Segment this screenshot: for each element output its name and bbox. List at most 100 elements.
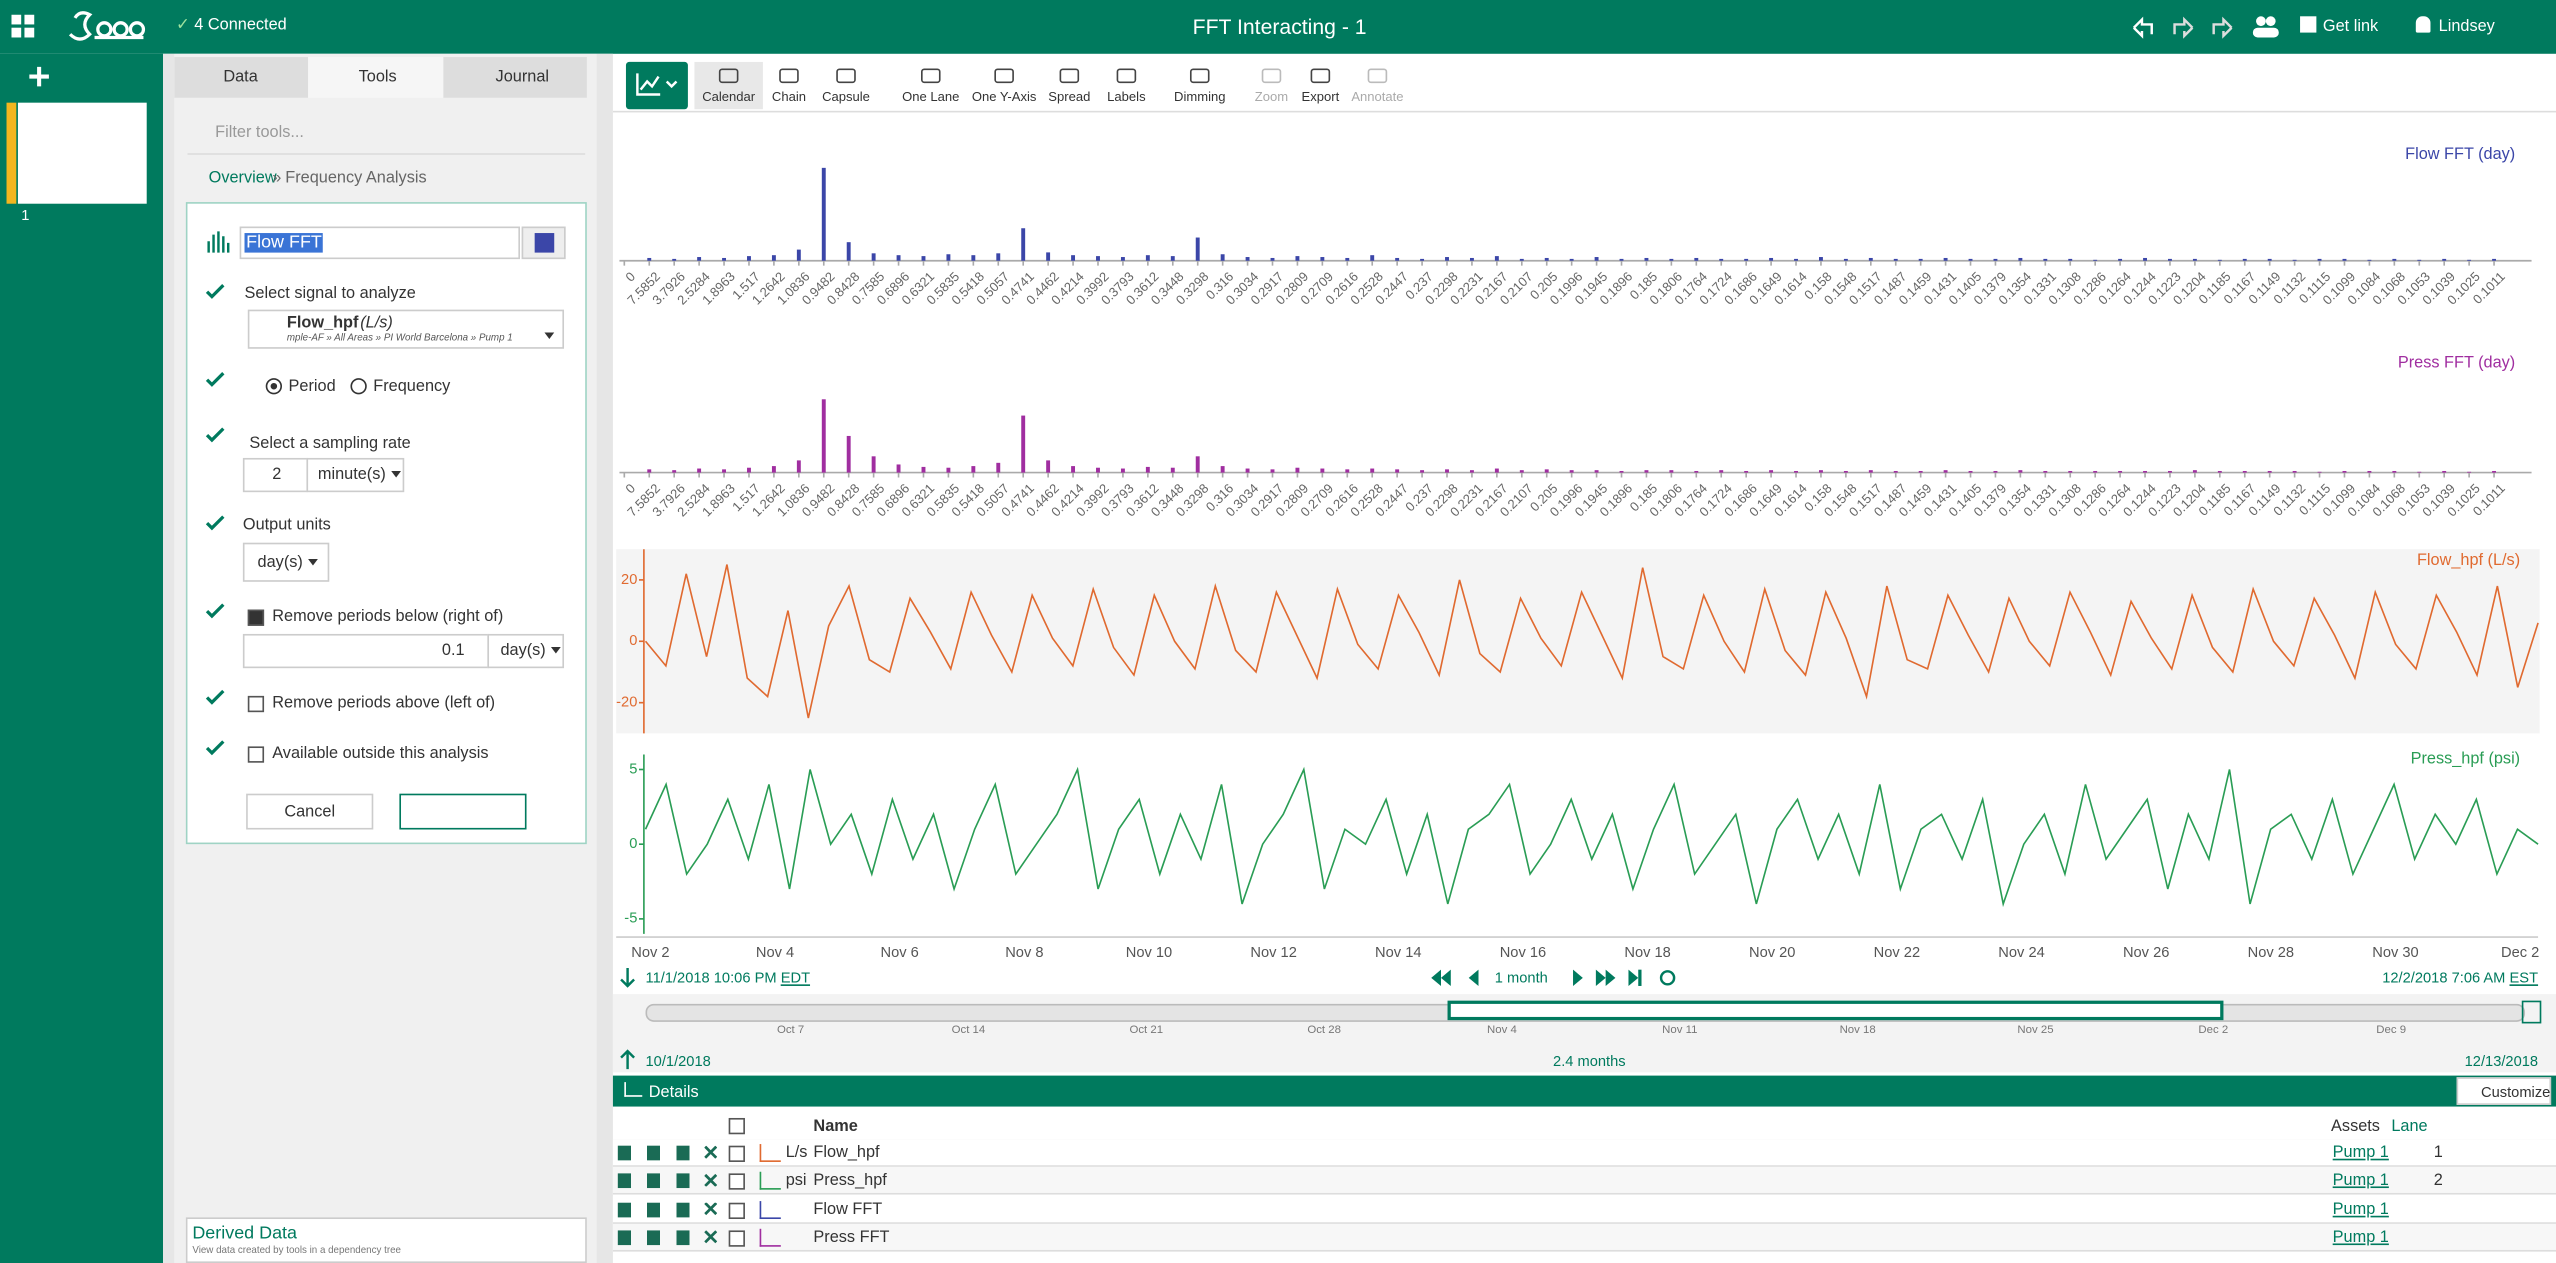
- bar: [2267, 258, 2272, 261]
- row-asset[interactable]: Pump 1: [2332, 1228, 2389, 1247]
- worksheet-thumbnail[interactable]: [17, 102, 147, 204]
- overview-tick-label: Oct 21: [1129, 1025, 1164, 1037]
- overview-duration: 2.4 months: [1553, 1052, 1626, 1070]
- filter-tools[interactable]: Filter tools...: [215, 123, 304, 142]
- overview-zoom[interactable]: [2521, 1000, 2542, 1024]
- share-icon[interactable]: [2252, 15, 2279, 38]
- row-asset[interactable]: Pump 1: [2332, 1144, 2389, 1162]
- remove-icon[interactable]: [704, 1202, 718, 1216]
- get-link[interactable]: Get link: [2300, 16, 2378, 36]
- row-icons[interactable]: [617, 1202, 703, 1217]
- add-worksheet[interactable]: [28, 65, 51, 88]
- apps-icon[interactable]: [11, 14, 37, 41]
- bar: [946, 254, 951, 261]
- end-time[interactable]: 12/2/2018 7:06 AM EST: [2382, 970, 2538, 986]
- col-assets[interactable]: Assets: [2331, 1117, 2380, 1136]
- collapse-right[interactable]: [596, 53, 613, 1263]
- detail-row: [612, 1139, 2556, 1167]
- select-all[interactable]: [728, 1117, 745, 1135]
- breadcrumb-root[interactable]: Overview: [208, 169, 277, 188]
- execute-button[interactable]: Execute: [399, 793, 527, 830]
- remove-icon[interactable]: [704, 1145, 718, 1159]
- bar: [1170, 467, 1175, 473]
- toolbar-label[interactable]: Spread: [1048, 89, 1091, 105]
- customize-button[interactable]: Customize: [2456, 1077, 2552, 1105]
- time-controls[interactable]: [1430, 966, 1691, 989]
- bar: [1195, 456, 1200, 473]
- toolbar-label[interactable]: Capsule: [822, 89, 870, 105]
- bar: [2392, 258, 2397, 261]
- bar: [2118, 470, 2123, 473]
- derived-data[interactable]: [185, 1217, 587, 1263]
- row-icons[interactable]: [617, 1145, 703, 1161]
- bar: [1120, 468, 1125, 473]
- below-input[interactable]: [242, 633, 490, 669]
- row-name[interactable]: Press FFT: [813, 1228, 890, 1247]
- toolbar-label[interactable]: Export: [1301, 89, 1340, 105]
- breadcrumb-sep: »: [272, 169, 282, 188]
- bar: [2417, 471, 2422, 473]
- remove-icon[interactable]: [704, 1173, 718, 1187]
- end-tz: EST: [2509, 969, 2539, 986]
- sampling-unit-select[interactable]: [306, 457, 405, 493]
- toolbar-label[interactable]: Labels: [1107, 89, 1146, 105]
- remove-icon[interactable]: [704, 1230, 718, 1244]
- toolbar-label[interactable]: Calendar: [702, 89, 756, 105]
- signal-select[interactable]: [247, 309, 565, 349]
- toolbar-label[interactable]: Dimming: [1174, 89, 1226, 105]
- remove-below-checkbox[interactable]: [247, 609, 265, 626]
- collapse-left[interactable]: [163, 53, 175, 1263]
- bar: [2217, 259, 2222, 261]
- frequency-radio[interactable]: [350, 378, 367, 395]
- col-name[interactable]: Name: [813, 1117, 858, 1136]
- time-tick-label: Nov 12: [1250, 945, 1296, 961]
- row-checkbox[interactable]: [728, 1230, 745, 1247]
- row-checkbox[interactable]: [728, 1173, 745, 1191]
- execute-text: Execute: [431, 803, 495, 822]
- overview-selection[interactable]: [1447, 1000, 2224, 1021]
- toolbar-label[interactable]: One Lane: [902, 89, 960, 105]
- row-icons[interactable]: [617, 1230, 703, 1245]
- tab-tools[interactable]: [308, 57, 444, 98]
- overview-end: 12/13/2018: [2464, 1052, 2539, 1070]
- detail-row: [612, 1167, 2556, 1196]
- tab-journal[interactable]: [443, 57, 587, 98]
- user-name: Lindsey: [2438, 17, 2495, 36]
- worksheet-title[interactable]: FFT Interacting - 1: [1192, 14, 1367, 40]
- row-name[interactable]: Flow FFT: [813, 1200, 883, 1219]
- row-asset[interactable]: Pump 1: [2332, 1200, 2389, 1219]
- bar: [2068, 258, 2073, 261]
- undo-redo[interactable]: [2127, 13, 2241, 42]
- row-checkbox[interactable]: [728, 1202, 745, 1219]
- toolbar-label[interactable]: One Y-Axis: [971, 89, 1037, 105]
- bar: [1569, 258, 1574, 261]
- connection-status[interactable]: ✓ 4 Connected: [176, 16, 287, 35]
- tab-data[interactable]: [174, 57, 309, 98]
- toolbar-label[interactable]: Annotate: [1351, 89, 1404, 105]
- row-checkbox[interactable]: [728, 1145, 745, 1162]
- remove-above-label: Remove periods above (left of): [272, 694, 496, 713]
- row-name[interactable]: Flow_hpf: [813, 1144, 880, 1162]
- toolbar-icon: [1367, 68, 1388, 84]
- row-icons[interactable]: [617, 1173, 703, 1189]
- logo[interactable]: [65, 8, 147, 47]
- col-lane[interactable]: Lane: [2391, 1117, 2428, 1136]
- bar: [2043, 258, 2048, 261]
- row-name[interactable]: Press_hpf: [813, 1172, 887, 1191]
- toolbar-label[interactable]: Zoom: [1254, 89, 1289, 105]
- remove-above-checkbox[interactable]: [247, 695, 265, 713]
- start-time[interactable]: 11/1/2018 10:06 PM EDT: [646, 970, 811, 986]
- cancel-button[interactable]: Cancel: [246, 793, 374, 830]
- range[interactable]: 1 month: [1494, 969, 1548, 986]
- toolbar-icon: [1310, 68, 1331, 84]
- toolbar-icon: [1261, 68, 1282, 84]
- bar: [1843, 470, 1848, 473]
- toolbar-label[interactable]: Chain: [771, 89, 807, 105]
- row-asset[interactable]: Pump 1: [2332, 1172, 2389, 1191]
- available-checkbox[interactable]: [247, 746, 265, 763]
- period-radio[interactable]: [265, 378, 283, 395]
- bar: [647, 257, 652, 261]
- user-menu[interactable]: Lindsey: [2415, 16, 2495, 36]
